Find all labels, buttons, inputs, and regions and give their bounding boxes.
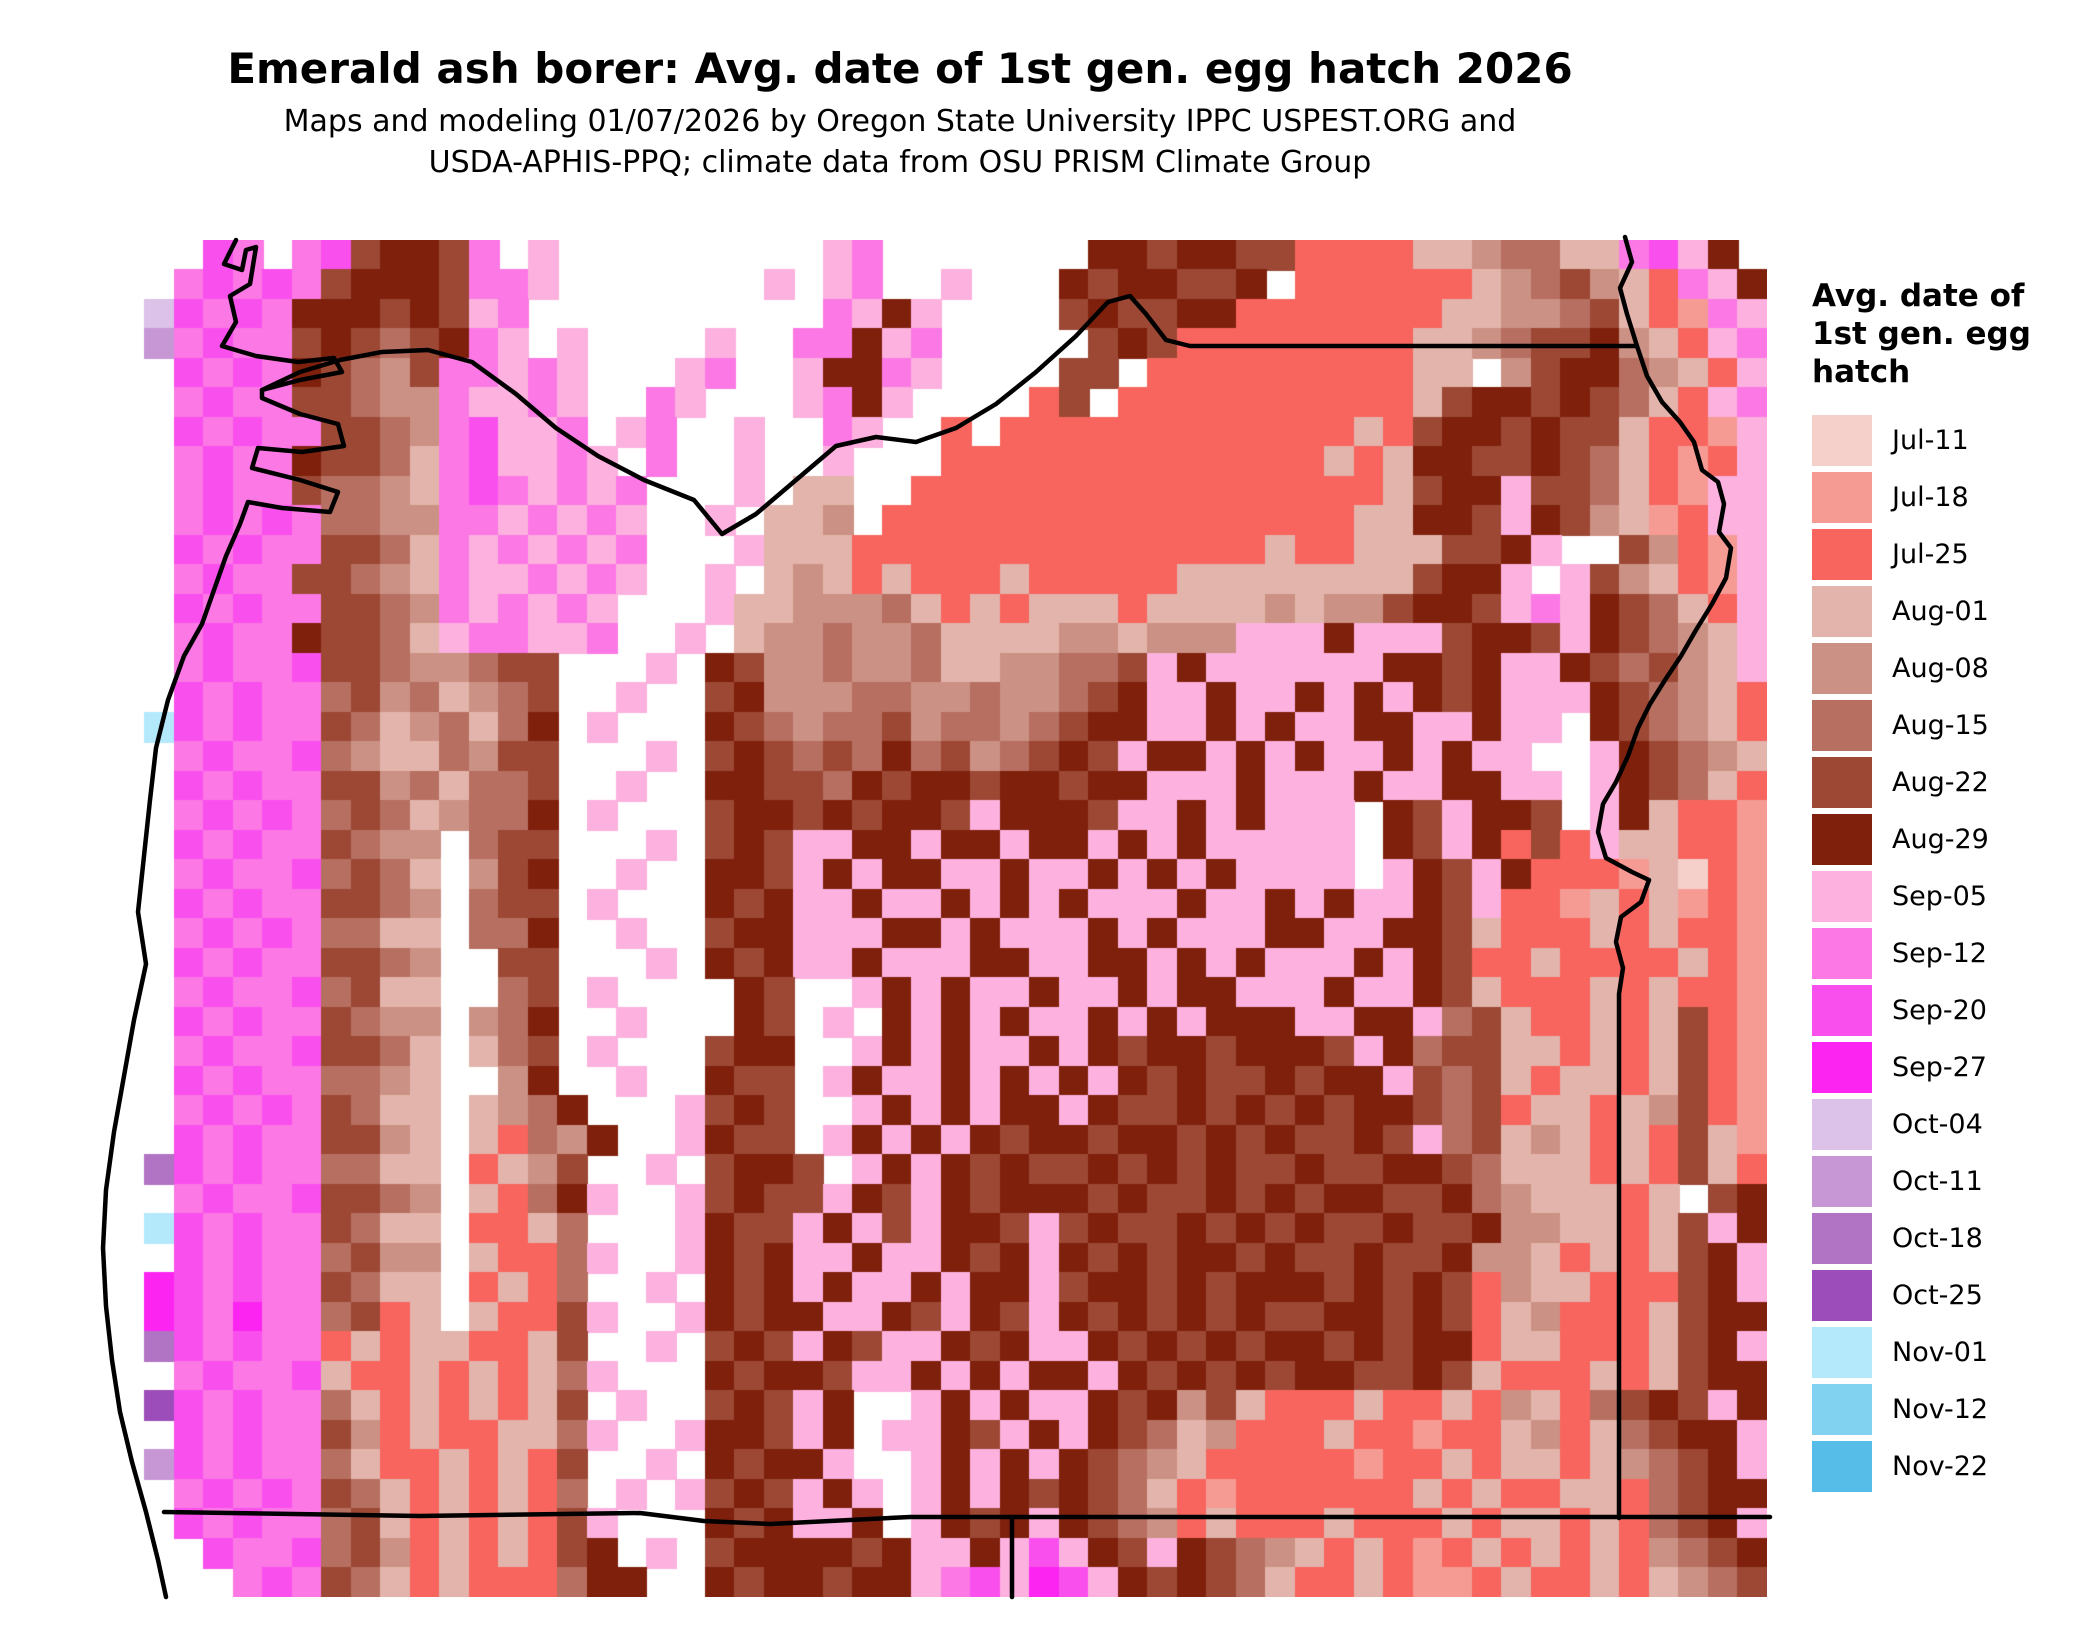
legend-label: Oct-04	[1892, 1109, 1983, 1141]
legend-swatch	[1812, 700, 1872, 752]
legend-label: Aug-15	[1892, 710, 1989, 742]
legend-item: Aug-29	[1812, 814, 2092, 866]
legend-swatch	[1812, 757, 1872, 809]
legend-label: Nov-12	[1892, 1394, 1989, 1426]
legend-item: Oct-04	[1812, 1099, 2092, 1151]
legend-swatch	[1812, 1441, 1872, 1493]
legend-label: Oct-25	[1892, 1280, 1983, 1312]
legend-item: Jul-18	[1812, 472, 2092, 524]
legend: Avg. date of 1st gen. egg hatch Jul-11 Jul-…	[1812, 278, 2092, 1498]
subtitle-line-1: Maps and modeling 01/07/2026 by Oregon S…	[283, 104, 1517, 140]
legend-title: Avg. date of 1st gen. egg hatch	[1812, 278, 2092, 391]
legend-title-line: 1st gen. egg	[1812, 315, 2031, 352]
legend-swatch	[1812, 1384, 1872, 1436]
legend-swatch	[1812, 1042, 1872, 1094]
legend-item: Aug-08	[1812, 643, 2092, 695]
legend-label: Nov-22	[1892, 1451, 1989, 1483]
legend-item: Aug-01	[1812, 586, 2092, 638]
legend-swatch	[1812, 1270, 1872, 1322]
header: Emerald ash borer: Avg. date of 1st gen.…	[0, 0, 1800, 183]
legend-title-line: Avg. date of	[1812, 278, 2025, 314]
legend-item: Jul-25	[1812, 529, 2092, 581]
legend-item: Aug-15	[1812, 700, 2092, 752]
legend-label: Aug-08	[1892, 653, 1989, 685]
legend-item: Sep-20	[1812, 985, 2092, 1037]
legend-item: Nov-22	[1812, 1441, 2092, 1493]
legend-swatch	[1812, 814, 1872, 866]
legend-swatch	[1812, 415, 1872, 467]
legend-label: Jul-18	[1892, 482, 1969, 514]
legend-label: Sep-12	[1892, 938, 1987, 970]
legend-swatch	[1812, 928, 1872, 980]
page-title: Emerald ash borer: Avg. date of 1st gen.…	[227, 44, 1573, 93]
legend-item: Aug-22	[1812, 757, 2092, 809]
legend-swatch	[1812, 1327, 1872, 1379]
legend-label: Oct-11	[1892, 1166, 1983, 1198]
legend-label: Jul-11	[1892, 425, 1969, 457]
legend-item: Oct-25	[1812, 1270, 2092, 1322]
legend-swatch	[1812, 643, 1872, 695]
subtitle: Maps and modeling 01/07/2026 by Oregon S…	[0, 102, 1800, 183]
legend-item: Sep-12	[1812, 928, 2092, 980]
legend-swatch	[1812, 529, 1872, 581]
map-raster	[115, 240, 1767, 1597]
legend-label: Aug-22	[1892, 767, 1989, 799]
legend-label: Jul-25	[1892, 539, 1969, 571]
legend-item: Oct-11	[1812, 1156, 2092, 1208]
legend-swatch	[1812, 472, 1872, 524]
legend-label: Aug-01	[1892, 596, 1989, 628]
legend-label: Sep-20	[1892, 995, 1987, 1027]
legend-item: Nov-12	[1812, 1384, 2092, 1436]
legend-swatch	[1812, 1099, 1872, 1151]
legend-label: Oct-18	[1892, 1223, 1983, 1255]
legend-swatch	[1812, 1213, 1872, 1265]
legend-label: Aug-29	[1892, 824, 1989, 856]
legend-items: Jul-11 Jul-18 Jul-25 Aug-01 Aug-08 Aug-15 Aug-…	[1812, 415, 2092, 1493]
legend-label: Sep-05	[1892, 881, 1987, 913]
legend-label: Sep-27	[1892, 1052, 1987, 1084]
legend-swatch	[1812, 985, 1872, 1037]
legend-title-line: hatch	[1812, 353, 1911, 390]
legend-label: Nov-01	[1892, 1337, 1989, 1369]
legend-item: Jul-11	[1812, 415, 2092, 467]
legend-swatch	[1812, 1156, 1872, 1208]
legend-swatch	[1812, 586, 1872, 638]
legend-swatch	[1812, 871, 1872, 923]
legend-item: Nov-01	[1812, 1327, 2092, 1379]
legend-item: Sep-05	[1812, 871, 2092, 923]
legend-item: Oct-18	[1812, 1213, 2092, 1265]
legend-item: Sep-27	[1812, 1042, 2092, 1094]
subtitle-line-2: USDA-APHIS-PPQ; climate data from OSU PR…	[428, 144, 1372, 180]
